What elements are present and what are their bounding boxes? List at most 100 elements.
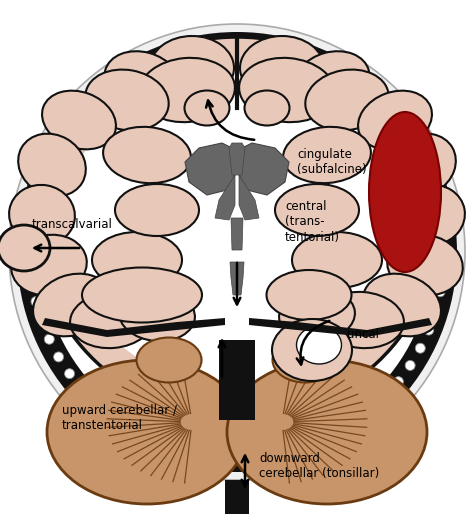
Circle shape [106, 412, 116, 421]
Circle shape [237, 454, 247, 464]
Ellipse shape [358, 90, 432, 150]
Circle shape [36, 178, 47, 188]
Ellipse shape [85, 69, 169, 131]
Ellipse shape [279, 289, 355, 341]
Ellipse shape [9, 185, 75, 245]
Circle shape [64, 125, 74, 135]
Ellipse shape [297, 326, 341, 364]
Ellipse shape [103, 127, 191, 183]
Ellipse shape [399, 185, 465, 245]
Circle shape [197, 43, 207, 53]
Circle shape [438, 267, 448, 277]
Circle shape [44, 334, 55, 344]
Circle shape [91, 398, 101, 409]
Circle shape [315, 437, 325, 447]
Circle shape [393, 377, 403, 387]
Circle shape [36, 316, 47, 326]
Ellipse shape [139, 58, 235, 122]
Ellipse shape [292, 232, 382, 288]
Circle shape [17, 32, 457, 472]
Circle shape [54, 352, 64, 362]
Circle shape [27, 277, 37, 287]
Ellipse shape [387, 235, 463, 295]
Circle shape [365, 89, 375, 99]
Ellipse shape [363, 273, 441, 336]
Polygon shape [239, 175, 259, 220]
Circle shape [123, 71, 133, 81]
Circle shape [106, 83, 116, 93]
Text: cingulate
(subfalcine): cingulate (subfalcine) [297, 148, 366, 176]
Circle shape [31, 297, 41, 306]
Circle shape [435, 287, 445, 297]
Polygon shape [249, 318, 432, 337]
Text: uncal: uncal [347, 328, 379, 341]
Ellipse shape [272, 319, 352, 381]
Circle shape [217, 41, 227, 50]
Ellipse shape [320, 292, 404, 348]
Circle shape [178, 447, 188, 457]
Circle shape [123, 423, 133, 433]
Ellipse shape [47, 360, 247, 504]
Circle shape [77, 384, 87, 394]
Circle shape [5, 20, 469, 484]
Circle shape [277, 449, 287, 459]
Ellipse shape [150, 36, 234, 100]
Circle shape [159, 53, 169, 63]
Polygon shape [42, 318, 225, 337]
Ellipse shape [283, 127, 371, 183]
Ellipse shape [273, 338, 337, 382]
Circle shape [393, 117, 403, 127]
Circle shape [178, 47, 188, 57]
Circle shape [140, 433, 150, 443]
Polygon shape [215, 175, 235, 220]
Circle shape [405, 134, 415, 143]
Polygon shape [231, 218, 243, 250]
Ellipse shape [266, 270, 352, 320]
Circle shape [296, 50, 306, 60]
Circle shape [77, 109, 87, 120]
Polygon shape [239, 143, 289, 195]
Ellipse shape [115, 184, 199, 236]
Circle shape [415, 343, 425, 353]
Circle shape [44, 160, 55, 170]
Circle shape [438, 227, 448, 237]
Circle shape [9, 24, 465, 480]
Circle shape [430, 306, 440, 316]
Circle shape [430, 188, 440, 198]
Ellipse shape [18, 134, 86, 196]
Text: central
(trans-
tentorial): central (trans- tentorial) [285, 200, 340, 244]
Circle shape [91, 96, 101, 105]
Ellipse shape [119, 289, 195, 341]
Circle shape [217, 453, 227, 464]
Ellipse shape [105, 51, 180, 109]
Circle shape [47, 52, 427, 432]
Circle shape [54, 142, 64, 152]
Circle shape [25, 237, 35, 247]
Ellipse shape [294, 51, 369, 109]
Circle shape [140, 62, 150, 71]
Circle shape [257, 452, 267, 463]
Ellipse shape [11, 235, 87, 295]
Ellipse shape [388, 134, 456, 196]
Circle shape [424, 169, 434, 179]
Ellipse shape [33, 273, 111, 336]
Ellipse shape [245, 90, 290, 125]
Polygon shape [185, 143, 235, 195]
Circle shape [405, 360, 415, 371]
Circle shape [333, 428, 343, 438]
Ellipse shape [305, 69, 389, 131]
Circle shape [197, 451, 207, 461]
Text: upward cerebellar /
transtentorial: upward cerebellar / transtentorial [62, 404, 177, 432]
Polygon shape [230, 262, 244, 295]
Ellipse shape [239, 58, 335, 122]
Circle shape [237, 40, 247, 50]
Polygon shape [229, 143, 245, 175]
Ellipse shape [240, 36, 324, 100]
Circle shape [380, 392, 390, 401]
Circle shape [31, 197, 41, 208]
Text: transcalvarial: transcalvarial [32, 218, 113, 231]
Circle shape [27, 217, 37, 227]
Circle shape [277, 45, 287, 55]
Ellipse shape [0, 225, 50, 271]
Circle shape [350, 77, 360, 87]
